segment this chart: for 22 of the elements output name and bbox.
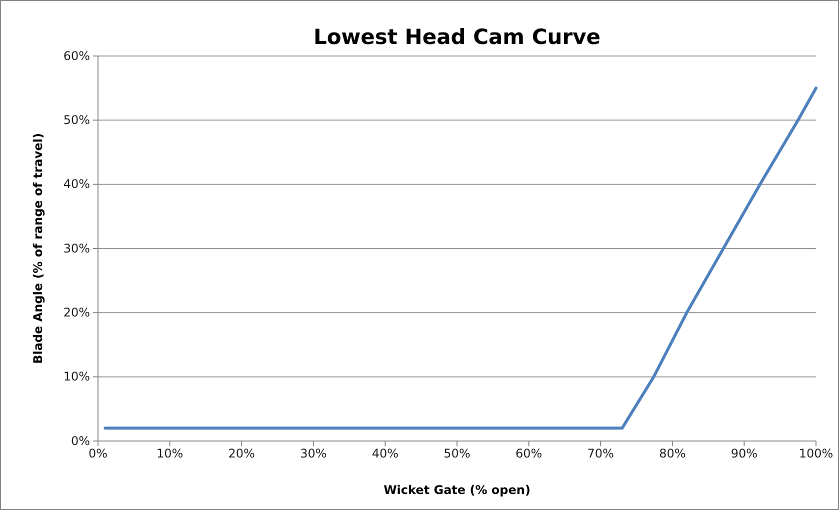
y-tick-label: 50% [63,113,90,128]
x-tick-label: 80% [659,446,686,461]
y-tick-label: 10% [63,370,90,384]
x-tick-label: 0% [88,446,108,461]
y-tick-label: 30% [63,241,90,256]
x-axis-title: Wicket Gate (% open) [384,483,530,497]
x-tick-label: 20% [228,446,255,461]
line-series [104,86,818,430]
y-tick-label: 20% [63,306,90,320]
x-tick-label: 50% [444,446,470,461]
x-tick-label: 100% [798,446,834,461]
x-tick-label: 10% [156,446,184,461]
x-tick-label: 30% [300,446,327,461]
chart-title: Lowest Head Cam Curve [313,25,601,49]
y-tick-label: 0% [70,434,90,448]
x-tick-label: 90% [730,446,758,461]
x-tick-label: 60% [515,446,542,461]
y-tick-label: 40% [63,177,90,192]
x-tick-label: 70% [587,446,614,461]
x-tick-label: 40% [372,446,399,461]
y-axis-title: Blade Angle (% of range of travel) [31,133,45,364]
y-tick-label: 60% [63,48,90,63]
